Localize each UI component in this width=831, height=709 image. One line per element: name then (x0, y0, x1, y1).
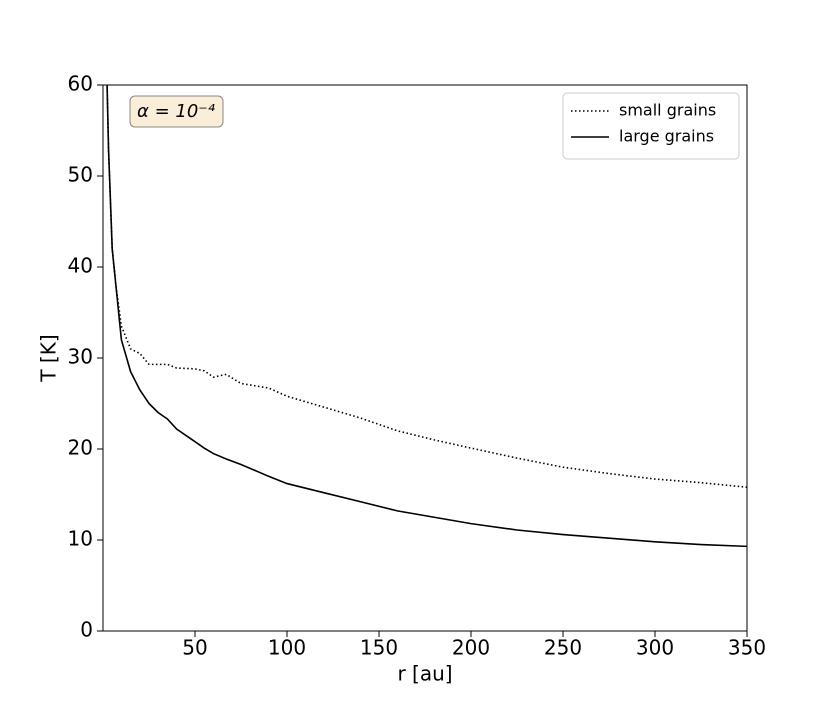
y-tick-label: 0 (80, 618, 93, 642)
annotation: α = 10⁻⁴ (137, 101, 216, 122)
x-tick-label: 250 (544, 636, 582, 660)
x-axis-label: r [au] (397, 662, 452, 686)
x-tick-label: 50 (182, 636, 207, 660)
x-tick-label: 350 (728, 636, 766, 660)
x-tick-label: 300 (636, 636, 674, 660)
y-tick-label: 40 (68, 254, 93, 278)
plot-area (106, 85, 747, 548)
x-tick-label: 200 (452, 636, 490, 660)
legend-label: small grains (619, 101, 716, 120)
y-tick-label: 20 (68, 436, 93, 460)
x-tick-label: 150 (360, 636, 398, 660)
y-tick-label: 60 (68, 72, 93, 96)
plot-frame (102, 84, 748, 632)
legend-box (562, 92, 740, 160)
line-series (106, 85, 747, 489)
legend: small grains large grains (562, 92, 740, 160)
line-series (106, 85, 747, 548)
legend-label: large grains (619, 127, 714, 146)
annotation-box (129, 95, 224, 128)
y-axis-label: T [K] (37, 334, 61, 382)
y-tick-label: 50 (68, 163, 93, 187)
y-tick-label: 10 (68, 527, 93, 551)
x-tick-label: 100 (268, 636, 306, 660)
y-tick-label: 30 (68, 345, 93, 369)
